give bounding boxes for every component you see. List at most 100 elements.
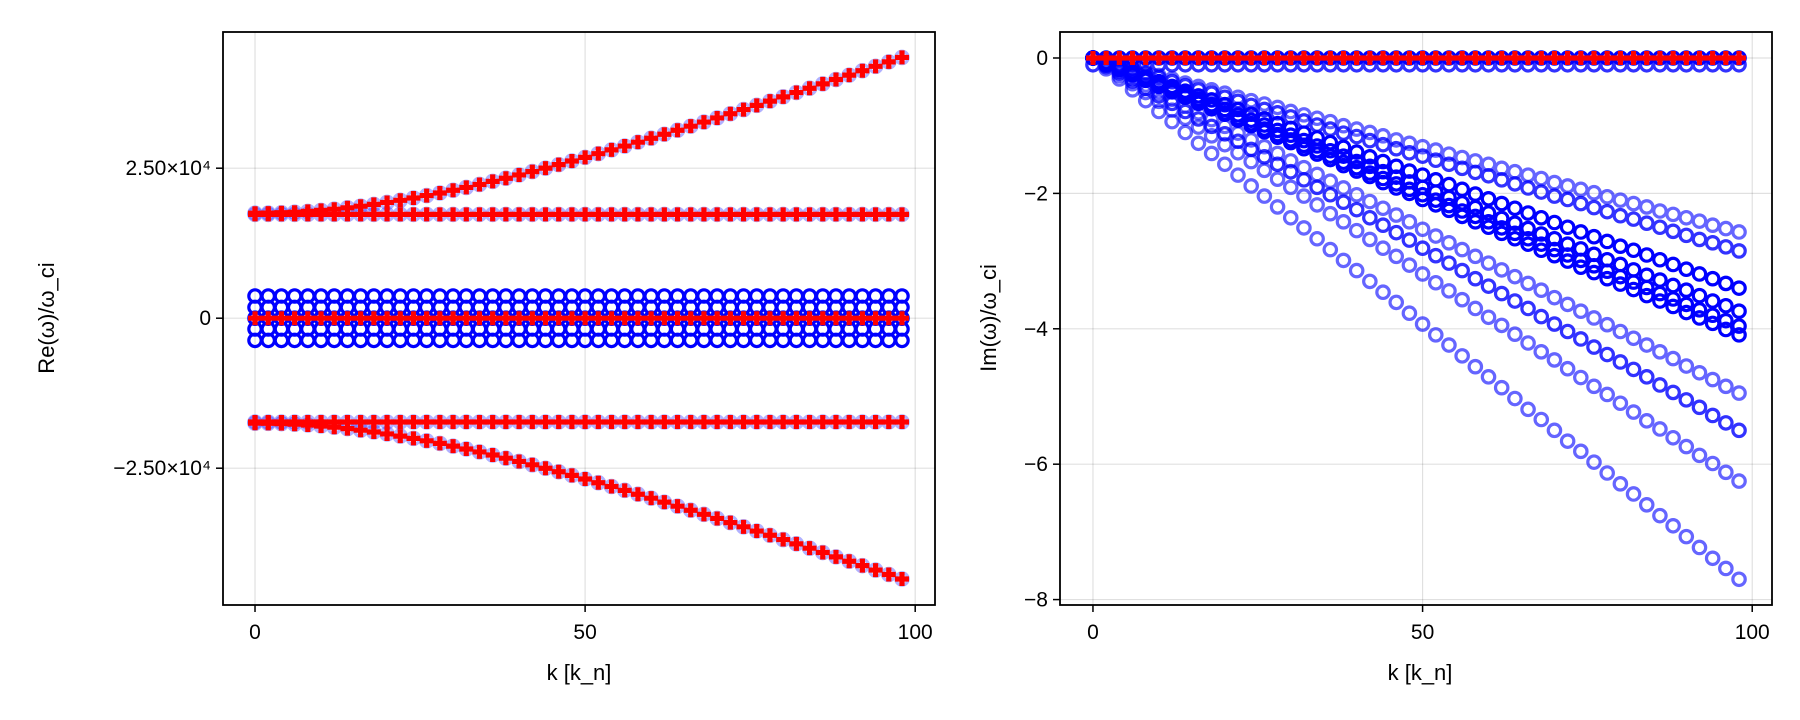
plus-point xyxy=(340,311,355,326)
circle-point xyxy=(1533,209,1550,226)
circle-point xyxy=(1731,303,1747,319)
plus-point xyxy=(604,142,619,157)
circle-point xyxy=(1177,124,1194,141)
circle-point xyxy=(1678,261,1695,278)
y-tick-label: −4 xyxy=(1024,318,1048,341)
circle-point xyxy=(1586,264,1602,281)
circle-point xyxy=(1493,195,1510,212)
plus-point xyxy=(749,415,764,429)
plus-point xyxy=(1455,50,1470,65)
plus-point xyxy=(287,417,302,432)
circle-point xyxy=(1190,119,1207,135)
plus-point xyxy=(1732,50,1747,65)
plus-point xyxy=(749,311,764,326)
plus-point xyxy=(380,207,395,222)
series-7-circle xyxy=(247,49,910,221)
circle-point xyxy=(1533,226,1550,242)
plus-point xyxy=(591,207,606,222)
plus-point xyxy=(696,207,711,222)
series-8-circle xyxy=(247,415,910,587)
circle-point xyxy=(1599,270,1615,287)
circle-point xyxy=(1638,247,1655,263)
plus-point xyxy=(300,417,315,432)
circle-point xyxy=(1652,344,1668,360)
plus-point xyxy=(776,311,791,326)
circle-point xyxy=(1652,293,1668,309)
circle-point xyxy=(1493,285,1510,302)
plus-point xyxy=(644,415,659,429)
y-tick-label: −8 xyxy=(1024,589,1048,612)
circle-point xyxy=(1546,214,1563,231)
plus-point xyxy=(630,415,645,429)
plus-point xyxy=(393,207,408,222)
circle-point xyxy=(1348,128,1365,145)
plus-point xyxy=(459,207,474,222)
plus-point xyxy=(353,423,368,438)
circle-point xyxy=(1599,346,1615,363)
plus-point xyxy=(1310,50,1325,65)
series-12-plus xyxy=(1085,50,1747,65)
axes-frame xyxy=(222,31,936,606)
series-11-plus xyxy=(248,415,909,429)
circle-point xyxy=(1718,560,1734,577)
plus-point xyxy=(287,205,302,220)
circle-point xyxy=(1375,240,1391,257)
plus-point xyxy=(644,207,659,222)
plus-point xyxy=(393,311,408,326)
plus-point xyxy=(855,63,870,78)
circle-point xyxy=(1507,268,1523,285)
circle-point xyxy=(1704,371,1721,388)
circle-point xyxy=(1599,386,1615,403)
plus-point xyxy=(657,415,672,429)
plus-point xyxy=(881,415,896,429)
circle-point xyxy=(1335,214,1352,230)
plus-point xyxy=(802,541,817,556)
circle-point xyxy=(1467,248,1484,265)
plus-point xyxy=(894,50,909,65)
plus-point xyxy=(419,433,434,448)
circle-point xyxy=(1282,163,1299,180)
circle-point xyxy=(1375,284,1391,301)
plus-point xyxy=(736,207,751,222)
plus-point xyxy=(498,415,513,429)
plus-point xyxy=(1244,50,1259,65)
circle-point xyxy=(1612,238,1629,254)
circle-point xyxy=(1282,179,1299,196)
plus-point xyxy=(828,72,843,87)
circle-point xyxy=(1625,262,1642,278)
plus-point xyxy=(657,207,672,222)
circle-point xyxy=(1718,239,1734,255)
circle-point xyxy=(1348,163,1365,179)
circle-point xyxy=(1718,275,1734,292)
plus-point xyxy=(1692,50,1707,65)
plus-point xyxy=(432,311,447,326)
circle-point xyxy=(1573,224,1589,240)
plus-point xyxy=(353,415,368,429)
plus-point xyxy=(762,94,777,109)
plus-point xyxy=(855,311,870,326)
plus-point xyxy=(1547,50,1562,65)
circle-point xyxy=(1388,207,1405,223)
circle-point xyxy=(1282,209,1299,226)
circle-point xyxy=(1612,207,1629,224)
circle-point xyxy=(1507,326,1523,343)
plus-point xyxy=(815,76,830,91)
plus-point xyxy=(630,487,645,502)
plus-point xyxy=(591,415,606,429)
y-axis-label: Im(ω)/ω_ci xyxy=(976,264,1001,372)
circle-point xyxy=(1638,337,1655,353)
circle-point xyxy=(1454,262,1470,279)
circle-point xyxy=(1586,228,1602,245)
circle-point xyxy=(1731,473,1747,489)
plus-point xyxy=(366,424,381,439)
plus-point xyxy=(261,311,276,326)
plus-point xyxy=(314,203,329,218)
plus-point xyxy=(644,311,659,326)
circle-point xyxy=(1296,140,1312,157)
plus-point xyxy=(1231,50,1245,65)
plus-point xyxy=(1112,50,1127,65)
circle-point xyxy=(1546,247,1563,264)
plus-point xyxy=(842,554,857,569)
circle-point xyxy=(1652,507,1668,524)
circle-point xyxy=(1362,209,1378,226)
